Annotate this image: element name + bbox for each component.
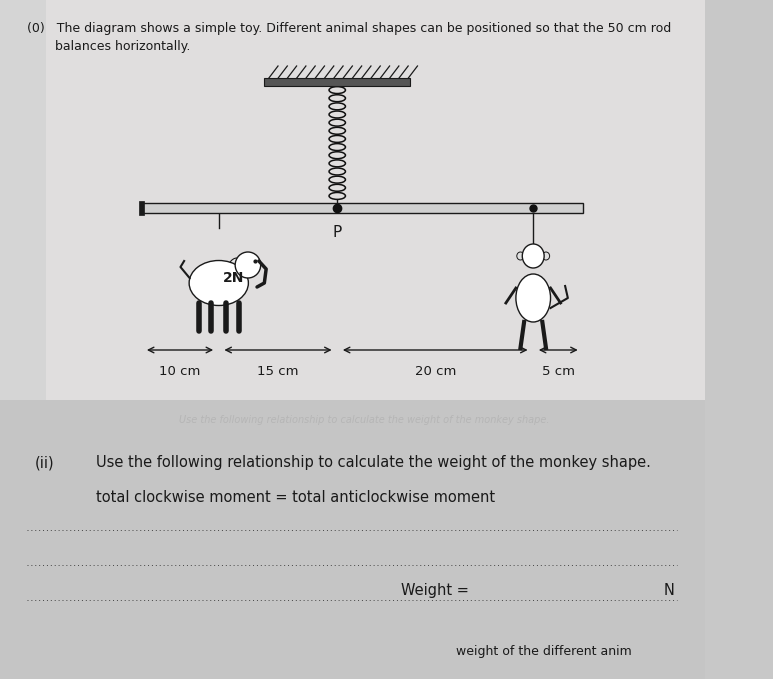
Text: Use the following relationship to calculate the weight of the monkey shape.: Use the following relationship to calcul… <box>179 415 550 425</box>
Text: (ii): (ii) <box>35 455 54 470</box>
Text: 5 cm: 5 cm <box>542 365 575 378</box>
Text: (0)   The diagram shows a simple toy. Different animal shapes can be positioned : (0) The diagram shows a simple toy. Diff… <box>27 22 672 35</box>
Ellipse shape <box>523 244 544 268</box>
Text: 15 cm: 15 cm <box>257 365 298 378</box>
Ellipse shape <box>517 252 524 260</box>
Ellipse shape <box>516 274 550 322</box>
Text: P: P <box>332 225 342 240</box>
Text: 2N: 2N <box>223 271 245 285</box>
Text: balances horizontally.: balances horizontally. <box>27 40 191 53</box>
Bar <box>141 203 584 213</box>
Text: total clockwise moment = total anticlockwise moment: total clockwise moment = total anticlock… <box>96 490 495 505</box>
Bar <box>0 400 704 679</box>
Bar <box>46 0 750 410</box>
Text: N: N <box>664 583 675 598</box>
Ellipse shape <box>235 252 261 278</box>
Text: 10 cm: 10 cm <box>159 365 201 378</box>
Text: 20 cm: 20 cm <box>414 365 456 378</box>
Text: weight of the different anim: weight of the different anim <box>456 645 632 658</box>
Ellipse shape <box>227 258 247 288</box>
Text: Use the following relationship to calculate the weight of the monkey shape.: Use the following relationship to calcul… <box>96 455 651 470</box>
Bar <box>138 201 144 215</box>
Bar <box>264 78 410 86</box>
Ellipse shape <box>543 252 550 260</box>
Text: Weight =: Weight = <box>401 583 474 598</box>
Ellipse shape <box>189 261 248 306</box>
